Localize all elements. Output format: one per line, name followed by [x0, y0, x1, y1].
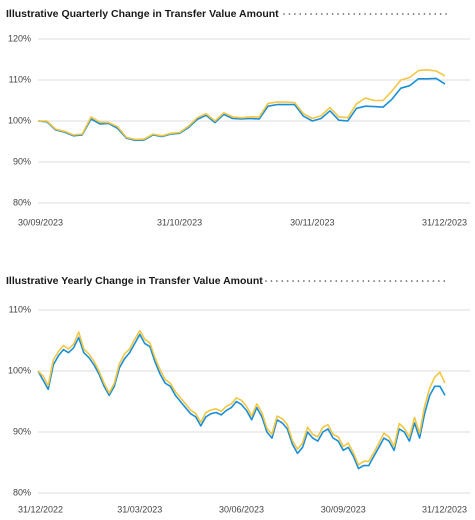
series-line [37, 329, 446, 466]
chart-title: Illustrative Quarterly Change in Transfe… [6, 8, 279, 20]
y-tick-label: 90% [13, 156, 31, 166]
y-tick-label: 110% [9, 74, 31, 84]
y-tick-label: 120% [8, 33, 31, 43]
series-line [37, 77, 446, 142]
x-tick-label: 31/12/2022 [18, 504, 63, 514]
x-tick-label: 30/06/2023 [219, 504, 264, 514]
y-tick-label: 100% [8, 115, 31, 125]
series-line [37, 333, 446, 470]
chart-title: Illustrative Yearly Change in Transfer V… [6, 275, 263, 287]
x-tick-label: 31/03/2023 [117, 504, 162, 514]
x-tick-label: 31/12/2023 [422, 217, 467, 227]
x-tick-label: 31/10/2023 [157, 217, 202, 227]
x-tick-label: 31/12/2023 [422, 504, 467, 514]
y-tick-label: 80% [13, 487, 31, 497]
x-tick-label: 30/09/2023 [18, 217, 63, 227]
y-tick-label: 100% [8, 365, 31, 375]
x-tick-label: 30/11/2023 [290, 217, 334, 227]
series-line [38, 69, 446, 141]
x-tick-label: 30/09/2023 [321, 504, 366, 514]
y-tick-label: 110% [9, 304, 31, 314]
y-tick-label: 80% [13, 197, 31, 207]
y-tick-label: 90% [13, 426, 31, 436]
